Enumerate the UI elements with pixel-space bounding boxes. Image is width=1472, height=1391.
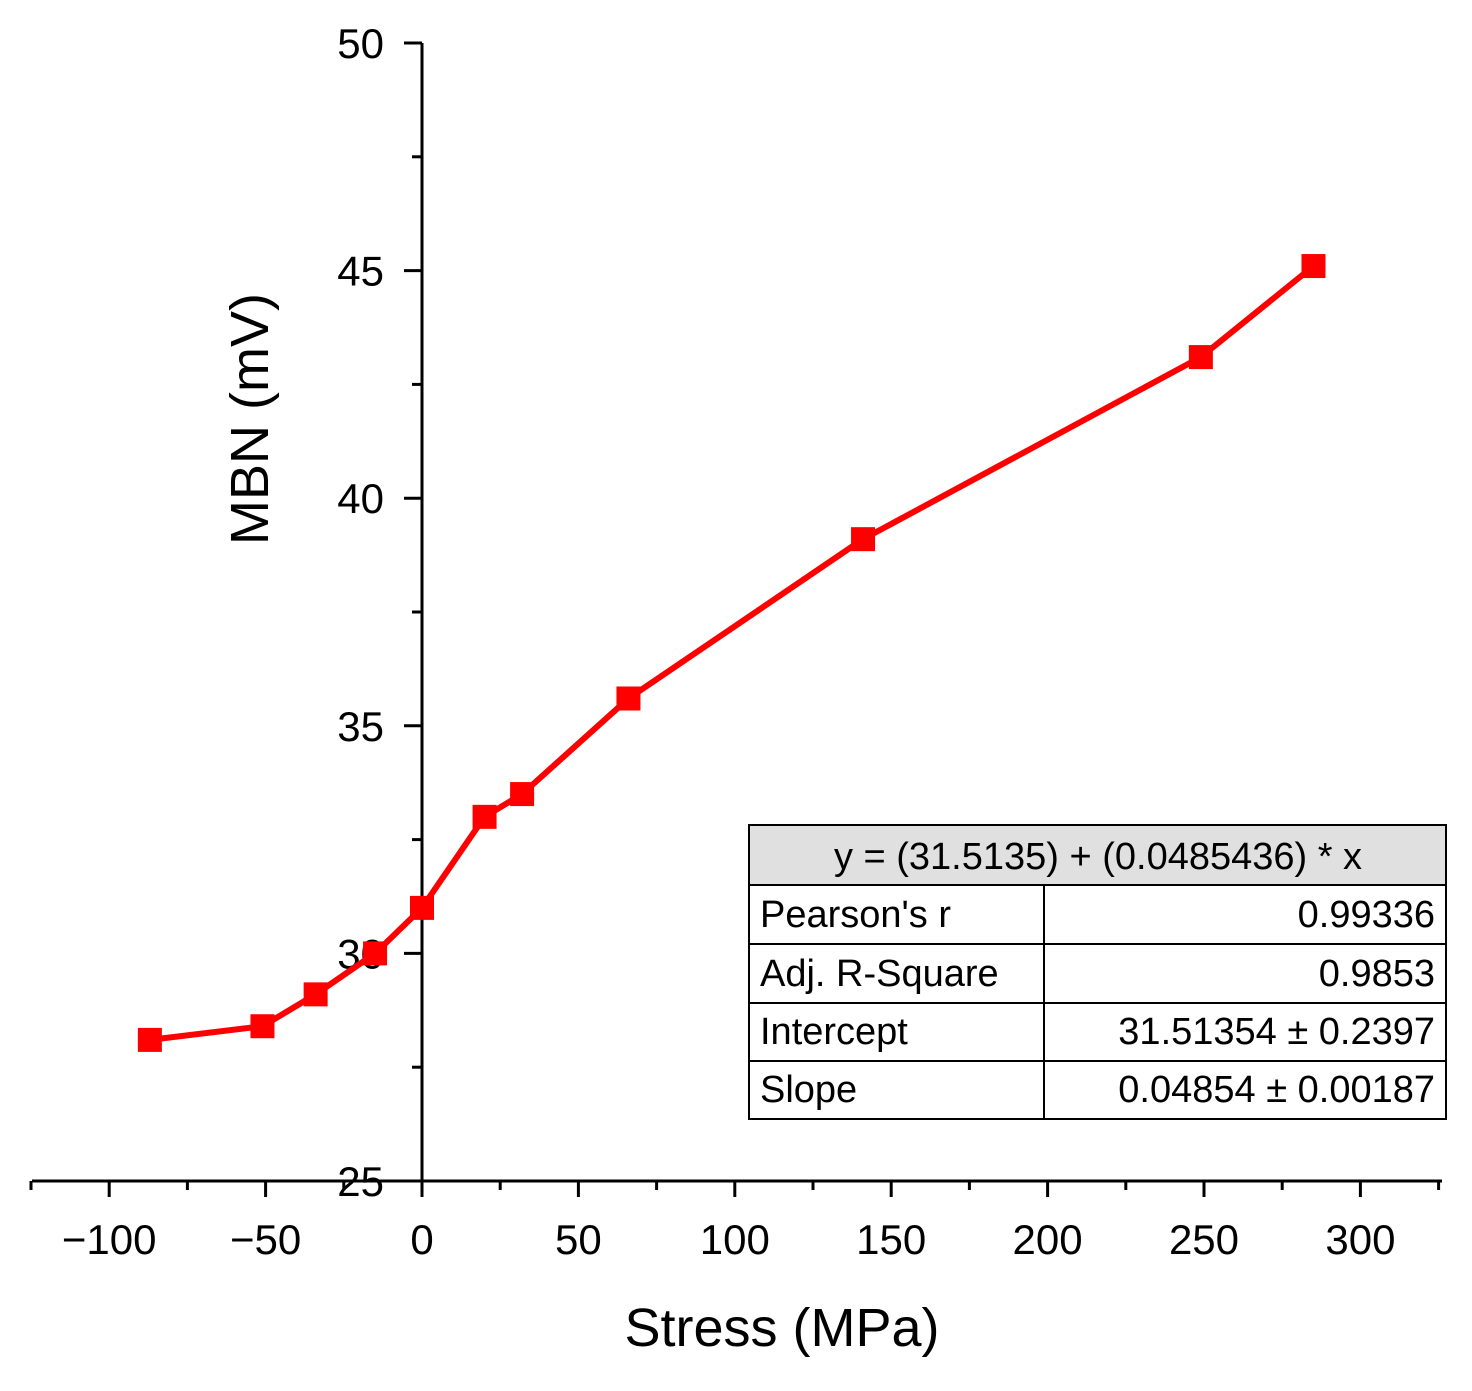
x-tick-label: −50	[230, 1216, 301, 1263]
x-tick-label: 200	[1013, 1216, 1083, 1263]
x-tick-label: −100	[62, 1216, 157, 1263]
data-point-marker	[510, 782, 535, 807]
y-tick-label: 50	[337, 20, 384, 67]
fit-row-value: 31.51354 ± 0.2397	[1118, 1011, 1435, 1053]
x-axis-title: Stress (MPa)	[624, 1298, 939, 1358]
data-point-marker	[851, 527, 876, 552]
x-tick-label: 150	[856, 1216, 926, 1263]
fit-row-label: Slope	[760, 1069, 857, 1111]
data-point-marker	[472, 804, 497, 829]
x-tick-label: 250	[1169, 1216, 1239, 1263]
data-point-marker	[1188, 345, 1213, 370]
fit-row-value: 0.9853	[1319, 953, 1435, 995]
x-tick-label: 50	[555, 1216, 602, 1263]
x-axis-ticks: −100 −50 0 50 100 150 200 250 300	[29, 1181, 1441, 1263]
data-point-marker	[137, 1027, 162, 1052]
y-tick-label: 45	[337, 248, 384, 295]
fit-row-label: Pearson's r	[760, 894, 951, 936]
fit-row-label: Adj. R-Square	[760, 953, 999, 995]
fit-row-label: Intercept	[760, 1011, 908, 1053]
fit-table-header-bg	[748, 824, 1447, 886]
data-point-marker	[616, 686, 641, 711]
x-tick-label: 100	[700, 1216, 770, 1263]
data-point-marker	[303, 982, 328, 1007]
series-layer	[137, 254, 1326, 1052]
y-tick-label: 40	[337, 475, 384, 522]
y-tick-label: 35	[337, 703, 384, 750]
fit-row-value: 0.99336	[1298, 894, 1435, 936]
fit-row-value: 0.04854 ± 0.00187	[1118, 1069, 1435, 1111]
y-axis-title: MBN (mV)	[220, 293, 280, 545]
data-point-marker	[1301, 254, 1326, 279]
x-tick-label: 0	[410, 1216, 433, 1263]
fit-equation: y = (31.5135) + (0.0485436) * x	[834, 836, 1362, 878]
x-tick-label: 300	[1325, 1216, 1395, 1263]
y-tick-label: 25	[337, 1158, 384, 1205]
data-point-marker	[363, 941, 388, 966]
fit-results-table: y = (31.5135) + (0.0485436) * x Pearson'…	[748, 824, 1447, 1120]
data-point-marker	[250, 1014, 275, 1039]
data-point-marker	[410, 895, 434, 920]
